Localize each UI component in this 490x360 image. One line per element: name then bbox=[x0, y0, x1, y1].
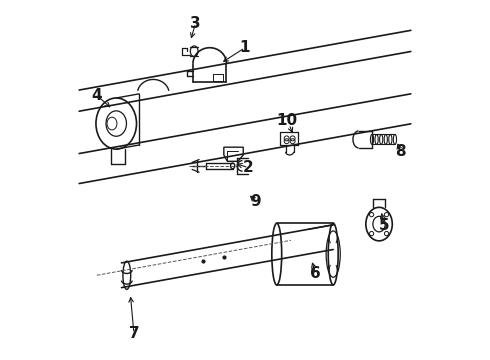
Text: 8: 8 bbox=[395, 144, 406, 159]
Text: 1: 1 bbox=[240, 40, 250, 55]
Text: 6: 6 bbox=[310, 266, 321, 281]
Text: 3: 3 bbox=[190, 15, 201, 31]
Text: 7: 7 bbox=[128, 326, 139, 341]
Text: 2: 2 bbox=[243, 160, 254, 175]
Text: 10: 10 bbox=[277, 113, 298, 127]
Text: 5: 5 bbox=[379, 219, 390, 233]
Text: 4: 4 bbox=[92, 88, 102, 103]
Text: 9: 9 bbox=[250, 194, 261, 209]
